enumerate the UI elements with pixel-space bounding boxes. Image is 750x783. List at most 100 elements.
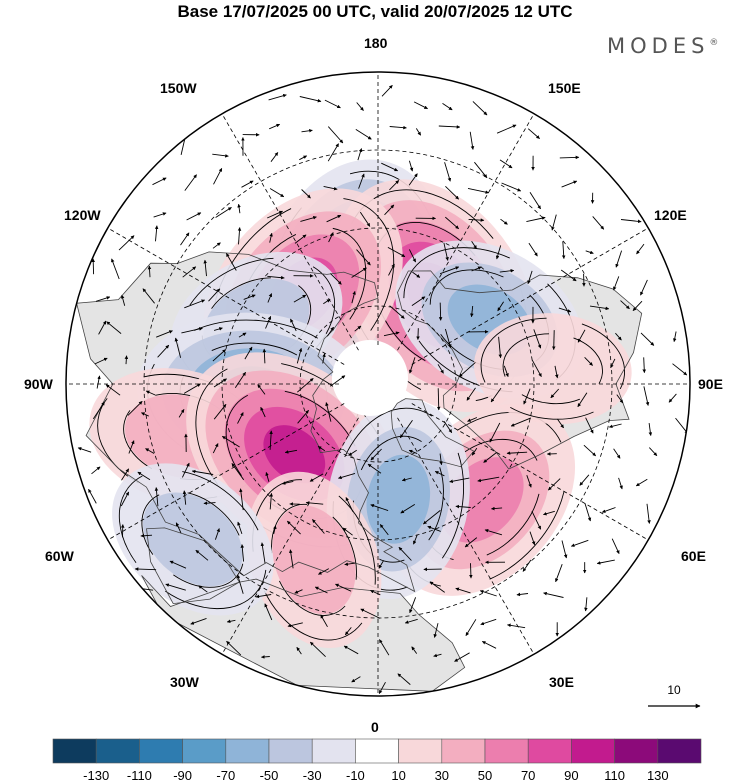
wind-vector [181,327,203,334]
wind-vector [286,520,301,535]
wind-vector [467,417,478,422]
wind-vector [570,539,589,547]
wind-vector [330,273,342,285]
wind-vector [344,627,352,636]
wind-vector [335,583,352,592]
wind-vector [301,189,311,199]
wind-vector [615,332,622,341]
wind-vector [309,473,324,482]
wind-vector [289,549,294,569]
lon-label-120w: 120W [64,207,101,223]
wind-vector [550,388,560,399]
wind-vector [439,266,460,275]
wind-vector [613,276,620,291]
wind-vector [293,294,307,303]
latitude-circle [143,149,613,619]
wind-vector [182,266,197,278]
colorbar-swatch [571,738,615,764]
wind-vector [672,331,677,343]
wind-vector [327,326,334,337]
wind-vector [427,525,441,532]
wind-vector [314,586,328,594]
wind-vector [389,180,400,191]
wind-vector [360,608,381,619]
wind-vector [474,161,488,179]
wind-vector [195,549,209,561]
lon-label-120e: 120E [654,207,687,223]
wind-vector [98,320,107,335]
wind-vector [554,365,559,379]
wind-vector [434,470,445,477]
wind-vector [128,440,135,454]
wind-vector [611,538,620,555]
wind-vector [267,275,285,280]
colorbar-tick-label: 110 [604,768,625,783]
greenland-coastline [390,398,475,468]
wind-vector [401,477,412,482]
wind-vector [296,347,303,364]
wind-vector [467,187,490,194]
wind-vector [370,589,381,596]
wind-vector [443,421,453,433]
wind-vector [495,245,502,260]
wind-vector [327,143,339,162]
wind-vector [141,412,149,417]
reference-vector: 10 [648,683,701,709]
wind-vector [620,300,630,310]
wind-vector [359,211,371,227]
lon-label-150w: 150W [160,80,197,96]
wind-vector [479,589,497,597]
arctic-ocean [332,340,408,416]
wind-vector [433,623,439,638]
wind-vector [184,299,206,309]
wind-vector [615,250,623,268]
wind-vector [429,581,445,593]
wind-vector [632,300,643,312]
wind-vector [330,375,346,387]
wind-vector [468,218,485,222]
wind-vector [439,453,443,466]
wind-vector [522,559,532,572]
wind-vector [120,491,130,507]
wind-vector [124,355,129,365]
wind-vector [342,527,353,536]
wind-vector [445,185,460,200]
wind-vector [484,528,503,536]
wind-vector [489,422,501,443]
lon-label-30w: 30W [170,674,199,690]
wind-vector [388,263,395,276]
wind-vector [498,336,503,359]
wind-vector [490,387,502,403]
wind-vector [471,447,478,456]
wind-vector [95,296,111,302]
wind-vector [322,353,326,364]
wind-vector [585,417,594,434]
wind-vector [555,564,563,583]
eurasia-coastline [76,251,416,593]
wind-vector [648,447,658,457]
wind-vector [345,497,354,512]
colorbar-swatch [614,738,659,764]
wind-vector [344,562,356,566]
wind-vector [620,219,642,224]
wind-vector [531,511,542,530]
wind-vector [105,384,121,396]
wind-vector [145,390,156,396]
colorbar-tick-label: 130 [647,768,669,783]
wind-vector [234,372,246,388]
wind-vectors [77,84,689,694]
colorbar-tick-label: 70 [521,768,535,783]
wind-vector [560,269,577,282]
wind-vector [299,96,322,103]
wind-vector [455,504,471,509]
wind-vector [389,125,407,130]
wind-vector [142,288,155,304]
wind-vector [442,103,453,111]
wind-vector [213,327,223,331]
wind-vector [351,290,356,304]
wind-vector [356,102,364,111]
wind-vector [616,394,624,404]
colorbar-tick-label: 10 [391,768,405,783]
colorbar-swatch [355,738,399,764]
